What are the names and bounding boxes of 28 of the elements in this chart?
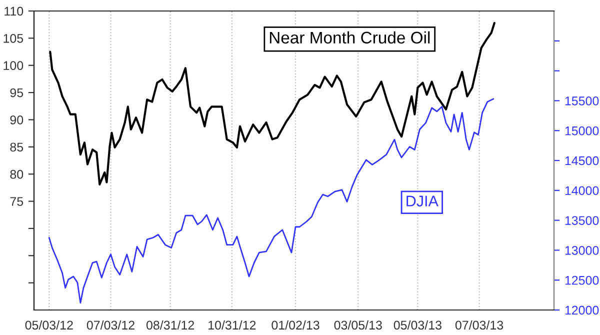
y-tick-label: 90 bbox=[10, 116, 24, 124]
x-tick-label: 05/03/13 bbox=[394, 320, 442, 330]
y2-tick-label: 15000 bbox=[565, 126, 599, 136]
x-tick-label: 07/03/12 bbox=[86, 320, 134, 330]
y-tick-label: 100 bbox=[4, 61, 24, 70]
x-tick-label: 08/31/12 bbox=[146, 320, 194, 330]
y2-tick-label: 14000 bbox=[565, 186, 599, 196]
y2-tick-label: 12500 bbox=[565, 276, 599, 285]
line-series bbox=[49, 22, 496, 186]
y2-tick-label: 14500 bbox=[565, 156, 599, 166]
y-tick-label: 95 bbox=[10, 88, 24, 98]
x-tick-label: 01/02/13 bbox=[272, 320, 320, 330]
y2-tick-label: 15500 bbox=[565, 96, 599, 106]
y-tick-label: 80 bbox=[10, 170, 24, 179]
y-tick-label: 105 bbox=[4, 34, 24, 43]
y-tick-label: 85 bbox=[10, 142, 24, 152]
y2-tick-label: 12000 bbox=[565, 306, 599, 315]
text: DJIA bbox=[406, 196, 438, 206]
x-tick-label: 07/03/13 bbox=[455, 320, 504, 330]
y-tick-label: 110 bbox=[4, 6, 24, 16]
x-tick-label: 05/03/12 bbox=[25, 320, 73, 330]
y2-tick-label: 13000 bbox=[565, 246, 599, 255]
text: Near Month Crude Oil bbox=[270, 31, 430, 44]
line-series bbox=[48, 98, 494, 304]
y-tick-label: 75 bbox=[10, 197, 24, 206]
x-tick-label: 03/05/13 bbox=[334, 320, 382, 330]
y2-tick-label: 13500 bbox=[565, 216, 599, 225]
x-tick-label: 10/31/12 bbox=[208, 320, 256, 330]
